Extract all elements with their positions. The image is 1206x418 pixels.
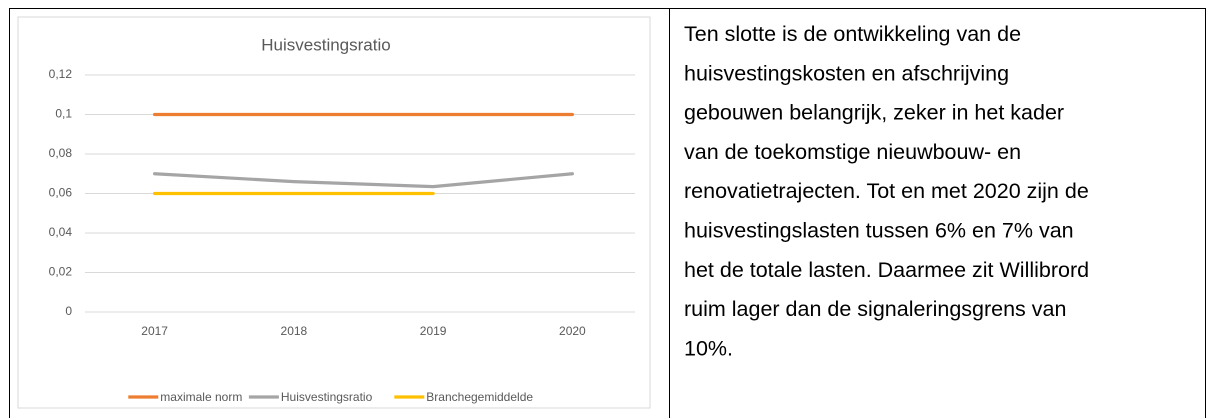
chart-frame: [17, 16, 651, 409]
x-tick-label: 2019: [420, 324, 447, 338]
y-tick-label: 0,08: [49, 146, 73, 160]
y-tick-label: 0: [65, 304, 72, 318]
x-tick-label: 2018: [281, 324, 308, 338]
y-tick-label: 0,02: [49, 265, 73, 279]
line-series: [153, 172, 574, 189]
x-tick-label: 2020: [559, 324, 586, 338]
y-tick-label: 0,06: [49, 186, 73, 200]
paragraph-line: het de totale lasten. Daarmee zit Willib…: [684, 258, 1089, 282]
paragraph-line: huisvestingskosten en afschrijving: [684, 61, 1009, 85]
y-tick-label: 0,12: [49, 67, 73, 81]
paragraph-line: van de toekomstige nieuwbouw- en: [684, 140, 1021, 164]
legend-label: maximale norm: [160, 390, 242, 404]
chart-title: Huisvestingsratio: [261, 35, 390, 54]
x-tick-label: 2017: [141, 324, 168, 338]
paragraph-line: 10%.: [684, 336, 733, 360]
paragraph-line: gebouwen belangrijk, zeker in het kader: [684, 101, 1064, 125]
paragraph-line: ruim lager dan de signaleringsgrens van: [684, 297, 1066, 321]
y-tick-label: 0,1: [55, 107, 72, 121]
table-cell: [9, 8, 670, 418]
legend-label: Huisvestingsratio: [281, 390, 373, 404]
y-tick-label: 0,04: [49, 225, 73, 239]
paragraph-line: huisvestingslasten tussen 6% en 7% van: [684, 219, 1074, 243]
paragraph-line: Ten slotte is de ontwikkeling van de: [684, 22, 1021, 46]
legend-label: Branchegemiddelde: [426, 390, 533, 404]
paragraph-line: renovatietrajecten. Tot en met 2020 zijn…: [684, 179, 1089, 203]
